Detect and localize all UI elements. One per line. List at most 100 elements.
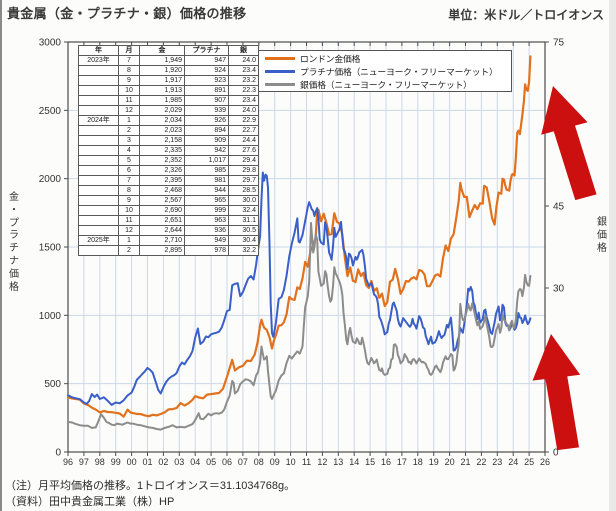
right-tick-label: 75 [553,38,565,49]
right-edge-band [609,0,616,511]
table-cell: 30.5 [228,225,259,236]
table-cell [78,165,119,176]
table-cell: 891 [184,85,229,96]
table-cell: 936 [184,225,229,236]
table-cell [78,85,119,96]
table-cell: 1,920 [139,65,185,76]
x-tick-label: 19 [429,457,439,467]
x-tick-label: 00 [127,457,137,467]
legend-label: 銀価格（ニューヨーク・フリーマーケット） [300,80,472,90]
table-cell: 942 [184,145,229,156]
x-tick-label: 14 [349,457,359,467]
table-cell: 999 [184,205,229,216]
table-cell: 2,352 [139,155,185,166]
table-cell: 24.4 [228,135,259,146]
table-cell: 11 [118,95,140,106]
table-cell: 2,326 [139,165,185,176]
table-cell: 947 [184,55,229,66]
table-cell: 909 [184,135,229,146]
table-cell: 2,158 [139,135,185,146]
left-tick-label: 1500 [39,243,62,254]
x-tick-label: 26 [540,457,550,467]
table-cell: 23.4 [228,65,259,76]
x-tick-label: 03 [174,457,184,467]
table-row: 8 1,920 924 23.4 [78,65,259,76]
x-tick-label: 99 [111,457,121,467]
table-cell [78,145,119,156]
table-cell: 32.2 [228,245,259,256]
x-tick-label: 18 [413,457,423,467]
x-tick-label: 10 [286,457,296,467]
table-cell [78,105,119,116]
legend-line-swatch [265,70,295,73]
left-tick-label: 1000 [39,311,62,322]
legend-item: ロンドン金価格 [265,52,505,65]
x-tick-label: 06 [222,457,232,467]
left-tick-label: 3000 [39,38,62,49]
table-row: 2024年 1 2,034 926 22.9 [78,115,259,126]
right-tick-label: 0 [553,448,559,459]
left-tick-label: 500 [44,379,61,390]
table-cell: 5 [118,155,140,166]
table-body: 2023年 7 1,949 947 24.0 8 1,920 924 23.4 9 1,917 923… [78,55,259,256]
red-up-arrow-top [541,86,597,201]
x-tick-label: 08 [254,457,264,467]
table-cell [78,205,119,216]
table-cell: 2,335 [139,145,185,156]
table-cell [78,245,119,256]
table-cell: 8 [118,65,140,76]
table-cell: 2,710 [139,235,185,246]
table-header-cell: 年 [78,45,119,56]
x-tick-label: 13 [333,457,343,467]
table-cell: 2,644 [139,225,185,236]
table-cell [78,215,119,226]
right-axis-title: 銀 価 格 [597,217,607,254]
table-cell [78,65,119,76]
table-cell: 1,985 [139,95,185,106]
table-cell: 4 [118,145,140,156]
table-row: 11 2,651 963 31.1 [78,215,259,226]
legend-line-swatch [265,83,295,86]
table-cell: 10 [118,85,140,96]
table-cell: 2,567 [139,195,185,206]
table-cell: 1 [118,235,140,246]
table-row: 8 2,468 944 28.5 [78,185,259,196]
table-cell: 2024年 [78,115,119,126]
table-cell: 12 [118,225,140,236]
table-cell: 894 [184,125,229,136]
table-cell [78,175,119,186]
table-cell: 32.4 [228,205,259,216]
x-tick-label: 04 [190,457,200,467]
table-cell: 2,651 [139,215,185,226]
table-cell [78,155,119,166]
table-cell: 6 [118,165,140,176]
table-cell: 923 [184,75,229,86]
table-cell [78,95,119,106]
table-cell: 2,023 [139,125,185,136]
x-tick-label: 15 [365,457,375,467]
table-cell: 9 [118,195,140,206]
x-tick-label: 23 [492,457,502,467]
table-row: 5 2,352 1,017 29.4 [78,155,259,166]
table-cell: 985 [184,165,229,176]
table-cell: 11 [118,215,140,226]
table-row: 9 1,917 923 23.2 [78,75,259,86]
table-cell: 2023年 [78,55,119,66]
table-row: 12 2,644 936 30.5 [78,225,259,236]
table-cell: 939 [184,105,229,116]
table-cell: 29.4 [228,155,259,166]
table-cell: 8 [118,185,140,196]
table-cell [78,225,119,236]
x-tick-label: 21 [460,457,470,467]
x-tick-label: 24 [508,457,518,467]
legend-line-swatch [265,57,295,60]
right-tick-label: 45 [553,202,565,213]
table-cell: 907 [184,95,229,106]
table-cell: 2 [118,245,140,256]
table-cell: 29.7 [228,175,259,186]
table-cell: 22.9 [228,115,259,126]
table-cell: 2,395 [139,175,185,186]
table-cell: 23.4 [228,95,259,106]
table-cell: 2,034 [139,115,185,126]
table-cell: 926 [184,115,229,126]
